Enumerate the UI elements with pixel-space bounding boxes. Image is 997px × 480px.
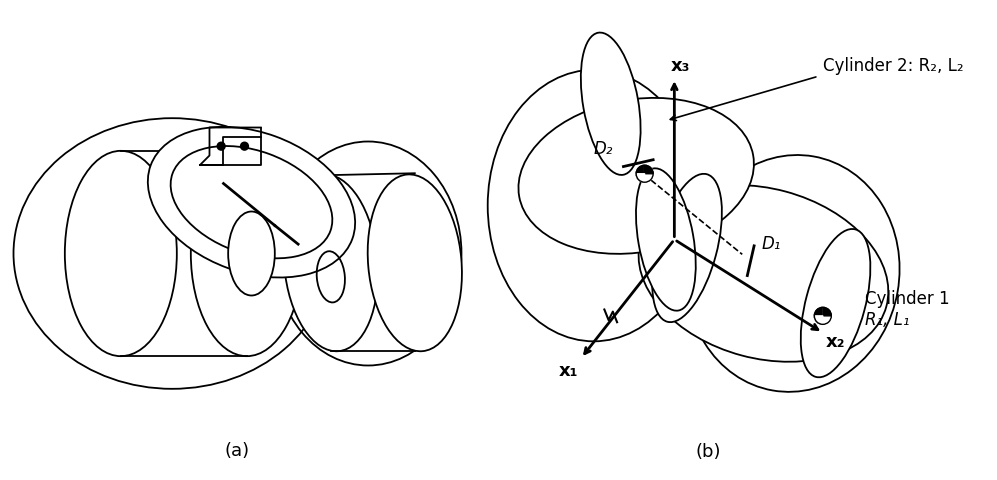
Text: R₁, L₁: R₁, L₁ [865, 311, 909, 329]
Wedge shape [645, 166, 653, 183]
Text: D₂: D₂ [593, 139, 613, 157]
Ellipse shape [148, 128, 355, 278]
Ellipse shape [638, 186, 888, 362]
Ellipse shape [652, 174, 722, 323]
Ellipse shape [518, 99, 754, 254]
Ellipse shape [190, 152, 303, 357]
Text: x₁: x₁ [558, 361, 578, 380]
Ellipse shape [228, 212, 275, 296]
Ellipse shape [636, 169, 696, 311]
Ellipse shape [240, 143, 248, 151]
Text: Cylinder 1: Cylinder 1 [865, 289, 950, 308]
Wedge shape [636, 174, 645, 183]
Wedge shape [645, 166, 653, 174]
Ellipse shape [368, 175, 462, 351]
Wedge shape [815, 308, 823, 324]
Wedge shape [815, 316, 823, 324]
Text: (b): (b) [696, 442, 721, 460]
Circle shape [636, 166, 653, 183]
Text: x₂: x₂ [826, 332, 845, 350]
Ellipse shape [284, 175, 378, 351]
Ellipse shape [801, 229, 870, 377]
Text: x₃: x₃ [671, 57, 690, 75]
Text: D₁: D₁ [762, 235, 781, 252]
Text: Cylinder 2: R₂, L₂: Cylinder 2: R₂, L₂ [823, 57, 963, 75]
Wedge shape [823, 308, 831, 316]
Wedge shape [636, 166, 645, 183]
Text: (a): (a) [225, 441, 250, 459]
Ellipse shape [217, 143, 225, 151]
Circle shape [815, 308, 831, 324]
Ellipse shape [65, 152, 176, 357]
Wedge shape [823, 308, 831, 324]
Ellipse shape [581, 34, 641, 176]
